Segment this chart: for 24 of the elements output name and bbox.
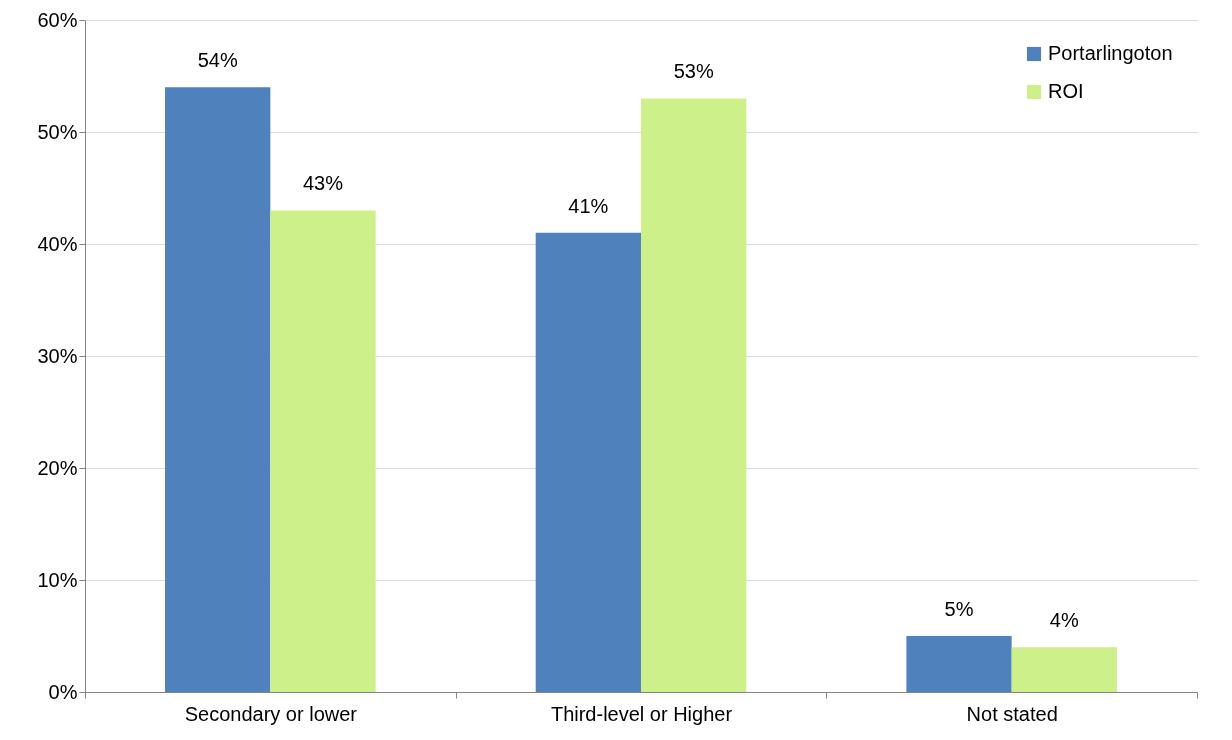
data-label: 5% (944, 598, 974, 620)
legend-label: ROI (1048, 80, 1084, 102)
bar (906, 636, 1012, 692)
legend-label: Portarlingoton (1048, 42, 1173, 64)
y-tick-label: 30% (37, 344, 78, 367)
data-label: 43% (302, 172, 344, 195)
y-tick-label: 20% (37, 456, 78, 479)
y-tick-label: 10% (37, 568, 78, 591)
bar (270, 210, 376, 692)
x-tick-label: Secondary or lower (184, 702, 358, 725)
data-label: 53% (673, 60, 714, 83)
data-label: 4% (1049, 609, 1079, 632)
y-tick-label: 50% (37, 120, 78, 143)
data-label: 41% (568, 194, 609, 217)
y-tick-label: 40% (37, 232, 78, 255)
bar (165, 87, 271, 692)
data-label: 54% (197, 49, 238, 72)
y-tick-label: 0% (48, 680, 78, 703)
bar (1011, 647, 1117, 692)
bar (641, 98, 747, 692)
x-tick-label: Third-level or Higher (550, 702, 733, 725)
bar (535, 232, 641, 692)
y-tick-label: 60% (37, 8, 78, 31)
x-tick-label: Not stated (966, 702, 1058, 725)
